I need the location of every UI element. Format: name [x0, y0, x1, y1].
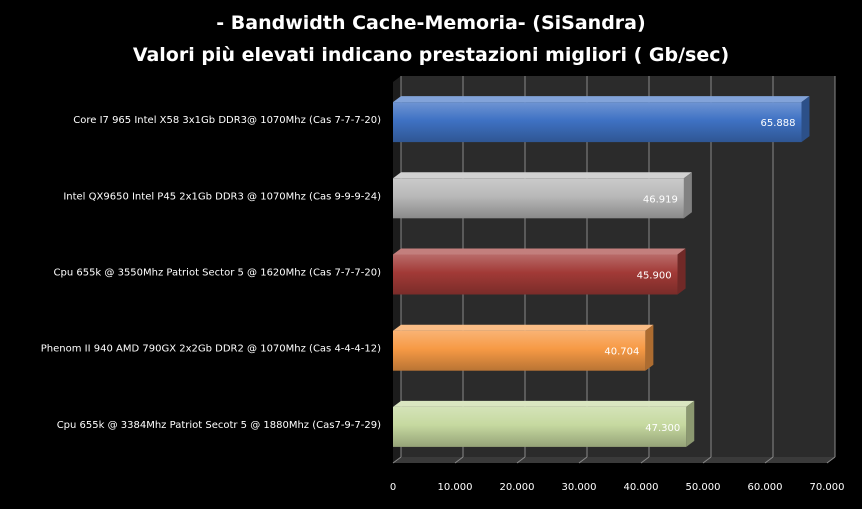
labels: 0 10.000 20.000 30.000 40.000 50.000 60.000 70.…	[41, 115, 845, 493]
bar-front-face	[393, 178, 684, 219]
category-label: Core I7 965 Intel X58 3x1Gb DDR3@ 1070Mh…	[73, 115, 381, 126]
x-tick-label: 50.000	[686, 482, 721, 493]
plot-floor	[393, 457, 835, 463]
bar-value-label: 40.704	[604, 347, 639, 358]
bar-end-face	[677, 248, 686, 295]
gridline-floor	[454, 456, 464, 464]
x-tick-label: 10.000	[438, 482, 473, 493]
bar-front-face	[393, 330, 646, 371]
bar-value-label: 65.888	[761, 118, 796, 129]
gridline-floor	[764, 456, 774, 464]
gridline-floor	[578, 456, 588, 464]
bar	[393, 172, 692, 219]
bar-front-face	[393, 406, 687, 447]
bar-value-label: 46.919	[643, 194, 678, 205]
bar	[393, 96, 810, 143]
bar-value-label: 45.900	[637, 271, 672, 282]
x-tick-label: 30.000	[562, 482, 597, 493]
x-tick-label: 60.000	[748, 482, 783, 493]
bar-top-face	[393, 172, 692, 179]
category-label: Phenom II 940 AMD 790GX 2x2Gb DDR2 @ 107…	[41, 344, 381, 355]
bar-end-face	[801, 96, 810, 143]
bars	[393, 96, 810, 447]
bar	[393, 248, 686, 295]
category-label: Cpu 655k @ 3550Mhz Patriot Sector 5 @ 16…	[54, 268, 382, 279]
bar-front-face	[393, 254, 678, 295]
bar-top-face	[393, 400, 695, 407]
gridline-floor	[516, 456, 526, 464]
x-tick-label: 70.000	[810, 482, 845, 493]
x-tick-label: 40.000	[624, 482, 659, 493]
gridline-floor	[702, 456, 712, 464]
bar-front-face	[393, 102, 802, 143]
bar	[393, 400, 695, 447]
chart-title: - Bandwidth Cache-Memoria- (SiSandra)	[216, 12, 646, 34]
x-tick-label: 0	[390, 482, 396, 493]
category-label: Intel QX9650 Intel P45 2x1Gb DDR3 @ 1070…	[63, 191, 381, 202]
bar-end-face	[683, 172, 692, 219]
bar-top-face	[393, 96, 810, 103]
bar-end-face	[645, 324, 654, 371]
bar	[393, 324, 654, 371]
bar-top-face	[393, 248, 686, 255]
gridline-floor	[392, 456, 402, 464]
bar-top-face	[393, 324, 654, 331]
bar-value-label: 47.300	[645, 423, 680, 434]
gridline-floor	[826, 456, 836, 464]
x-tick-label: 20.000	[500, 482, 535, 493]
bar-end-face	[686, 400, 695, 447]
category-label: Cpu 655k @ 3384Mhz Patriot Secotr 5 @ 18…	[57, 420, 381, 431]
chart-subtitle: Valori più elevati indicano prestazioni …	[132, 44, 730, 66]
gridline-floor	[640, 456, 650, 464]
